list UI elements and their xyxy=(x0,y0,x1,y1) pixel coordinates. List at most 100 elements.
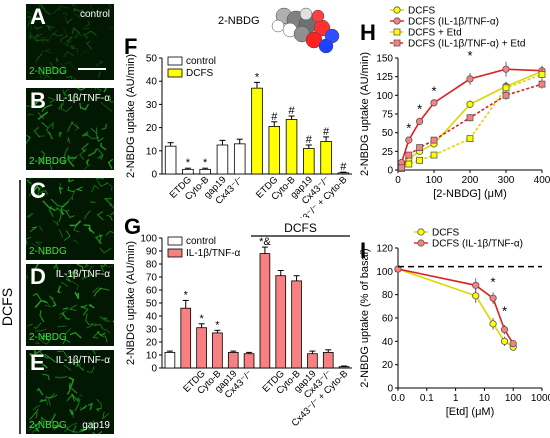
x-tick-label: 0.0 xyxy=(391,393,405,404)
y-tick-label: 25 xyxy=(382,147,394,158)
cell-membrane xyxy=(61,69,68,75)
cell-membrane xyxy=(74,291,80,300)
cell-membrane xyxy=(41,72,53,80)
cell-membrane xyxy=(73,77,77,80)
bar xyxy=(180,307,192,369)
y-tick-label: 50 xyxy=(382,128,394,139)
cell-membrane xyxy=(103,197,113,206)
cell-membrane xyxy=(51,65,59,70)
cell-membrane xyxy=(59,309,68,319)
cell-membrane xyxy=(39,352,49,359)
cell-membrane xyxy=(38,157,44,165)
cell-membrane xyxy=(64,16,69,24)
cell-membrane xyxy=(29,408,39,421)
cell-membrane xyxy=(41,73,50,78)
cell-membrane xyxy=(71,425,78,434)
data-point xyxy=(393,17,401,25)
y-tick-label: 80 xyxy=(146,260,158,271)
cell-membrane xyxy=(27,30,33,40)
y-tick-label: 150 xyxy=(376,54,393,65)
condition-label-d: IL-1β/TNF-α xyxy=(55,269,110,280)
legend-label: DCFS xyxy=(408,6,436,17)
x-tick-label: 1 xyxy=(453,393,459,404)
chart-h: H 0 25 50 75 100 125 150 0 100 200 300 400 [2-NBDG] (… xyxy=(359,6,550,201)
cell-membrane xyxy=(53,264,59,272)
series-line xyxy=(400,83,543,169)
cell-membrane xyxy=(100,155,104,162)
bar xyxy=(243,353,255,369)
cell-membrane xyxy=(87,134,100,140)
cell-membrane xyxy=(34,26,43,30)
bar xyxy=(338,366,350,369)
cell-membrane xyxy=(71,27,81,35)
cell-membrane xyxy=(86,366,95,373)
cell-membrane xyxy=(76,363,84,371)
cell-membrane xyxy=(99,316,111,323)
stain-label-a: 2-NBDG xyxy=(29,66,67,77)
legend-label: control xyxy=(186,56,216,67)
cell-membrane xyxy=(33,126,41,138)
cell-membrane xyxy=(69,156,77,160)
scale-bar xyxy=(78,68,106,70)
treatment-label-e: gap19 xyxy=(82,420,110,431)
bar xyxy=(285,119,298,175)
cell-membrane xyxy=(69,409,74,416)
cell-membrane xyxy=(58,186,63,195)
cell-membrane xyxy=(103,317,108,320)
cell-membrane xyxy=(38,225,44,232)
cell-membrane xyxy=(94,234,104,245)
x-tick-label: 100 xyxy=(426,175,443,186)
cell-membrane xyxy=(112,320,114,323)
significance-mark: * xyxy=(184,289,189,301)
condition-label-b: IL-1β/TNF-α xyxy=(55,93,110,104)
cell-membrane xyxy=(96,16,103,18)
y-axis-label: 2-NBDG uptake (AU/min) xyxy=(359,52,371,176)
cell-membrane xyxy=(72,239,80,245)
bar xyxy=(259,253,271,369)
cell-membrane xyxy=(83,164,91,170)
cell-membrane xyxy=(67,186,75,193)
x-tick-label: 300 xyxy=(498,175,515,186)
cell-membrane xyxy=(26,323,33,327)
data-point xyxy=(416,144,423,152)
dcfs-side-bracket: DCFS xyxy=(0,180,21,434)
cell-membrane xyxy=(95,178,104,181)
cell-membrane xyxy=(70,61,79,72)
cell-membrane xyxy=(26,135,31,145)
cell-membrane xyxy=(96,398,102,410)
cell-membrane xyxy=(67,195,73,203)
bar xyxy=(199,168,211,175)
cell-membrane xyxy=(66,75,73,80)
x-tick-label: 200 xyxy=(462,175,479,186)
cell-membrane xyxy=(37,112,45,120)
y-tick-label: 20 xyxy=(382,360,394,371)
cell-membrane xyxy=(43,75,48,80)
significance-mark: # xyxy=(323,126,330,138)
cell-membrane xyxy=(35,427,40,433)
cell-membrane xyxy=(99,247,112,254)
cell-membrane xyxy=(85,30,97,36)
data-point xyxy=(466,135,474,143)
cell-membrane xyxy=(61,312,70,320)
cell-membrane xyxy=(97,71,102,78)
cell-membrane xyxy=(33,322,42,330)
y-tick-label: 20 xyxy=(146,123,158,134)
cell-membrane xyxy=(68,178,74,183)
cell-membrane xyxy=(100,264,105,273)
data-point xyxy=(502,91,510,99)
molecule-atom xyxy=(271,19,285,33)
y-tick-label: 100 xyxy=(376,91,393,102)
cell-membrane xyxy=(89,323,97,325)
cell-membrane xyxy=(63,364,72,371)
bar xyxy=(322,351,334,369)
significance-mark: * xyxy=(203,157,208,169)
cell-membrane xyxy=(69,45,76,50)
significance-mark: * xyxy=(199,313,204,325)
data-point xyxy=(500,326,509,334)
cell-membrane xyxy=(52,32,64,37)
bar xyxy=(216,144,229,175)
cell-membrane xyxy=(39,64,43,68)
cell-membrane xyxy=(78,428,86,433)
cell-membrane xyxy=(63,50,75,58)
